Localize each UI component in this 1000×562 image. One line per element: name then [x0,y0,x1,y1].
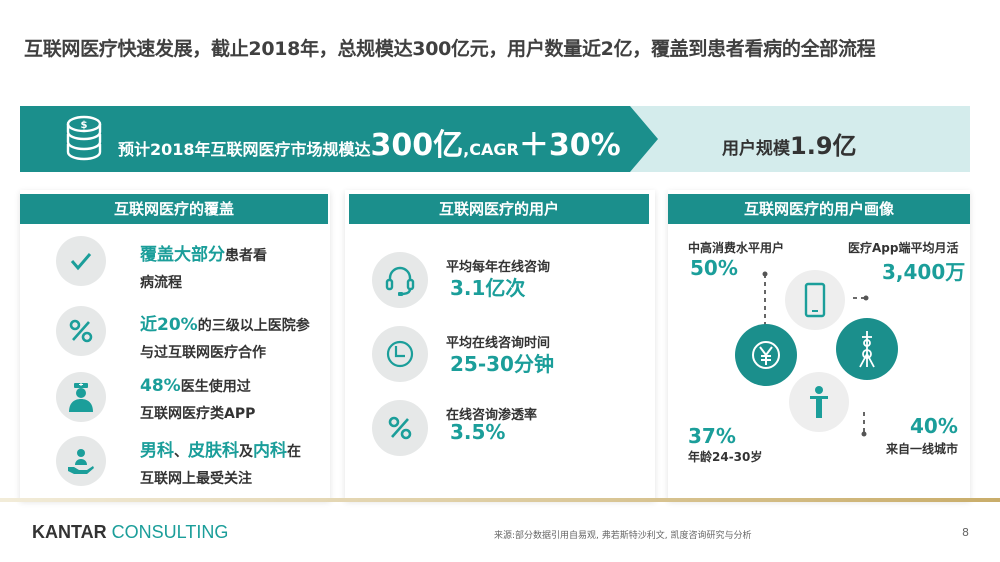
user-scale-value: 1.9亿 [790,132,857,160]
coverage-item-1-line2: 病流程 [140,274,182,291]
market-size-value: 300亿 [370,128,464,163]
coverage-panel-header: 互联网医疗的覆盖 [20,194,328,224]
profile-stat-3-value: 37% [688,424,736,448]
cagr-value: ＋30% [518,128,621,163]
coverage-item-4-sep2: 及 [239,444,253,460]
coverage-item-4-text: 在 [287,444,301,460]
yen-icon [735,324,797,386]
source-note: 来源:部分数据引用自易观, 弗若斯特沙利文, 凯度咨询研究与分析 [494,531,752,541]
user-profile-panel [668,190,970,500]
users-item-3-label: 在线咨询渗透率 [446,408,538,423]
profile-stat-3-label: 年龄24-30岁 [688,450,763,464]
coverage-item-4-line2: 互联网上最受关注 [140,470,252,487]
page-number: 8 [962,526,969,539]
check-icon [56,236,106,286]
person-icon [789,372,849,432]
hand-person-icon [56,436,106,486]
percent-icon [372,400,428,456]
coverage-item-3: 48%医生使用过 互联网医疗类APP [140,371,255,427]
page-title: 互联网医疗快速发展，截止2018年，总规模达300亿元，用户数量近2亿，覆盖到患… [24,38,876,60]
users-item-1-label: 平均每年在线咨询 [446,260,551,275]
doctor-icon [56,372,106,422]
users-item-1-value: 3.1亿次 [450,276,526,300]
logo-bold-text: KANTAR [32,522,107,542]
coverage-item-2-text: 的三级以上医院参 [197,318,310,334]
user-scale-text: 用户规模1.9亿 [722,126,857,161]
phone-icon [785,270,845,330]
coverage-item-1: 覆盖大部分患者看 病流程 [140,240,267,296]
headset-icon [372,252,428,308]
market-banner [20,106,660,172]
coverage-item-2: 近20%的三级以上医院参 与过互联网医疗合作 [140,310,310,366]
users-item-2-label: 平均在线咨询时间 [446,336,551,351]
coverage-item-3-text: 医生使用过 [180,379,251,395]
coin-stack-icon: $ [66,115,102,161]
coverage-item-3-line2: 互联网医疗类APP [140,405,256,422]
clock-icon [372,326,428,382]
users-item-2-value: 25-30分钟 [450,352,554,376]
user-scale-label: 用户规模 [722,139,790,159]
logo-light-text: CONSULTING [111,522,229,542]
profile-stat-1-label: 中高消费水平用户 [688,241,785,255]
profile-stat-2-label: 医疗App端平均月活 [848,241,959,255]
coverage-item-1-text: 患者看 [225,248,267,264]
percent-icon [56,306,106,356]
coverage-item-4: 男科、皮肤科及内科在 互联网上最受关注 [140,436,301,492]
footer-divider [0,498,1000,502]
kantar-consulting-logo: KANTAR CONSULTING [32,522,228,543]
coverage-item-2-line2: 与过互联网医疗合作 [140,344,266,361]
coverage-item-3-highlight: 48% [140,376,181,396]
user-scale-banner [630,106,970,172]
coverage-item-4-h3: 内科 [253,441,287,461]
users-panel-header: 互联网医疗的用户 [349,194,649,224]
cagr-label: ,CAGR [463,140,519,159]
coverage-item-4-sep1: 、 [174,444,188,460]
profile-stat-2-value: 3,400万 [882,260,966,284]
coverage-item-4-h2: 皮肤科 [188,441,239,461]
user-profile-panel-header: 互联网医疗的用户画像 [668,194,970,224]
users-item-3-value: 3.5% [450,420,506,444]
market-size-label: 预计2018年互联网医疗市场规模达 [118,140,371,159]
coverage-item-1-highlight: 覆盖大部分 [140,245,225,265]
market-size-text: 预计2018年互联网医疗市场规模达300亿,CAGR＋30% [118,120,621,164]
coverage-item-4-h1: 男科 [140,441,174,461]
svg-text:$: $ [81,120,88,131]
coverage-item-2-highlight: 近20% [140,315,198,335]
profile-stat-4-label: 来自一线城市 [886,442,959,456]
profile-stat-1-value: 50% [690,256,738,280]
tower-icon [836,318,898,380]
profile-stat-4-value: 40% [910,414,958,438]
